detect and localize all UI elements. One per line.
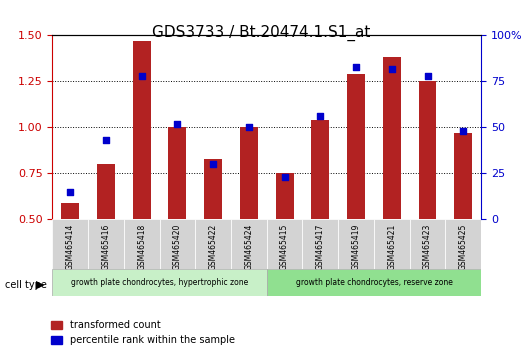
Point (388, 66, 396, 72)
Text: ▶: ▶ (36, 280, 44, 290)
FancyBboxPatch shape (160, 219, 195, 269)
Bar (133, 41, 151, 219)
Point (316, 114, 324, 119)
Point (245, 125, 253, 130)
Bar (168, 127, 186, 219)
Text: GSM465414: GSM465414 (66, 223, 75, 270)
Bar (61, 203, 79, 219)
Bar (97, 164, 115, 219)
Text: GSM465423: GSM465423 (423, 223, 432, 270)
Bar (240, 127, 258, 219)
Bar (204, 159, 222, 219)
Text: GSM465422: GSM465422 (209, 223, 218, 270)
FancyBboxPatch shape (52, 219, 88, 269)
Bar (383, 57, 401, 219)
Text: GSM465417: GSM465417 (316, 223, 325, 270)
Bar (347, 74, 365, 219)
Point (173, 121, 181, 127)
Text: GSM465421: GSM465421 (388, 223, 396, 270)
Text: GSM465425: GSM465425 (459, 223, 468, 270)
Text: GDS3733 / Bt.20474.1.S1_at: GDS3733 / Bt.20474.1.S1_at (152, 25, 371, 41)
Text: GSM465419: GSM465419 (351, 223, 360, 270)
FancyBboxPatch shape (267, 269, 481, 296)
Text: cell type: cell type (5, 280, 47, 290)
Point (280, 174, 289, 180)
Point (66, 189, 74, 195)
FancyBboxPatch shape (267, 219, 302, 269)
FancyBboxPatch shape (124, 219, 160, 269)
FancyBboxPatch shape (88, 219, 124, 269)
Point (423, 73, 431, 79)
Bar (454, 133, 472, 219)
Text: growth plate chondrocytes, reserve zone: growth plate chondrocytes, reserve zone (295, 278, 452, 287)
FancyBboxPatch shape (52, 269, 267, 296)
Bar (276, 173, 293, 219)
Text: GSM465416: GSM465416 (101, 223, 110, 270)
FancyBboxPatch shape (410, 219, 446, 269)
Point (101, 137, 110, 143)
Text: GSM465415: GSM465415 (280, 223, 289, 270)
FancyBboxPatch shape (302, 219, 338, 269)
Text: growth plate chondrocytes, hypertrophic zone: growth plate chondrocytes, hypertrophic … (71, 278, 248, 287)
Bar (418, 81, 437, 219)
FancyBboxPatch shape (446, 219, 481, 269)
Text: GSM465424: GSM465424 (244, 223, 253, 270)
Point (209, 161, 217, 167)
Point (459, 128, 468, 134)
FancyBboxPatch shape (338, 219, 374, 269)
Bar (311, 120, 329, 219)
FancyBboxPatch shape (195, 219, 231, 269)
Text: GSM465418: GSM465418 (137, 223, 146, 270)
FancyBboxPatch shape (231, 219, 267, 269)
Point (352, 64, 360, 69)
Legend: transformed count, percentile rank within the sample: transformed count, percentile rank withi… (47, 316, 239, 349)
Text: GSM465420: GSM465420 (173, 223, 182, 270)
FancyBboxPatch shape (374, 219, 410, 269)
Point (138, 73, 146, 79)
